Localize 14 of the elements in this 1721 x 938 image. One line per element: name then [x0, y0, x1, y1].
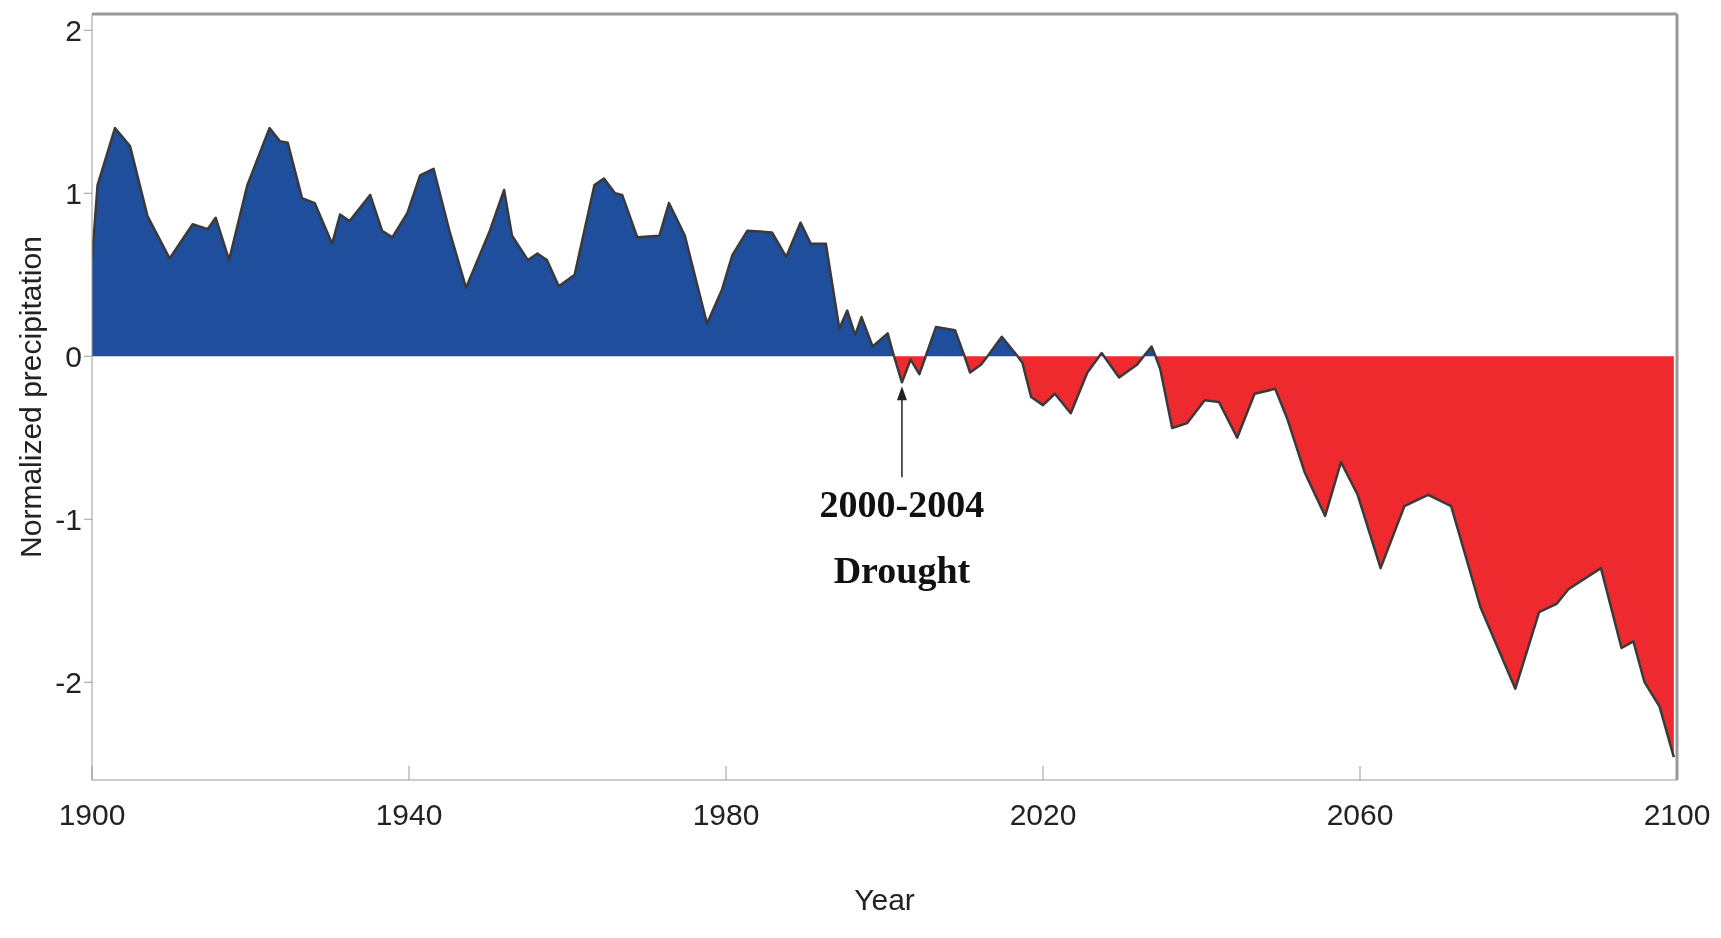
y-tick-label: -1: [55, 502, 82, 536]
y-tick-label: 1: [65, 176, 82, 210]
x-tick-label: 2020: [1009, 798, 1077, 832]
annotation: 2000-2004 Drought: [819, 483, 985, 592]
x-tick-label: 1940: [375, 798, 443, 832]
x-tick-label: 1900: [58, 798, 126, 832]
x-axis-title: Year: [854, 883, 915, 916]
x-tick-label: 2060: [1326, 798, 1394, 832]
y-tick-label: -2: [55, 665, 82, 699]
y-tick-label: 0: [65, 339, 82, 373]
x-tick-label: 1980: [692, 798, 760, 832]
y-tick-label: 2: [65, 13, 82, 47]
y-axis-title: Normalized precipitation: [13, 236, 47, 558]
x-tick-label: 2100: [1643, 798, 1711, 832]
